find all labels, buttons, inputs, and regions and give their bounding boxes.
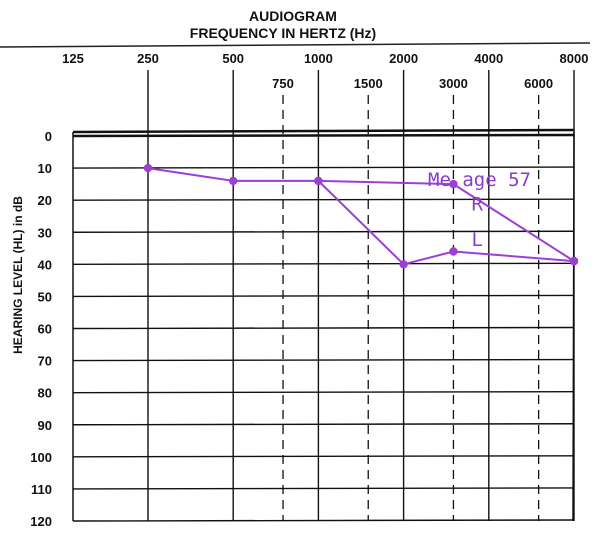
grid-line-60db	[72, 326, 575, 330]
data-point-L-8000	[569, 256, 579, 266]
grid-line-100db	[72, 455, 575, 458]
grid-line-0db	[72, 133, 575, 138]
grid-line-50db	[72, 294, 575, 298]
grid-line-120db	[72, 519, 575, 522]
y-axis-label: HEARING LEVEL (HL) in dB	[11, 196, 25, 354]
y-tick-label-50: 50	[38, 289, 52, 304]
y-tick-label-10: 10	[38, 161, 52, 176]
series-label-L: L	[471, 229, 482, 251]
chart-subtitle: FREQUENCY IN HERTZ (Hz)	[190, 25, 376, 41]
x-tick-label-250: 250	[137, 51, 159, 66]
x-tick-label-4000: 4000	[474, 51, 503, 66]
grid-line-20db	[72, 198, 575, 201]
series-line-L	[317, 180, 575, 266]
x-tick-label-125: 125	[62, 51, 84, 66]
grid-line-80db	[72, 390, 575, 394]
grid-line-40db	[72, 262, 575, 266]
y-tick-label-120: 120	[30, 514, 52, 529]
data-point-L-1000	[314, 176, 323, 186]
data-point-R-3000	[449, 179, 458, 189]
x-tick-label-2000: 2000	[389, 51, 418, 66]
grid-line-10db	[72, 166, 575, 169]
data-point-R-250	[143, 163, 153, 173]
x-tick-labels: 125 250 500 1000 2000 4000 8000 750 1500 3000 6000	[62, 51, 588, 91]
grid-line-70db	[72, 358, 575, 362]
y-tick-label-40: 40	[38, 257, 52, 272]
chart-title: AUDIOGRAM	[249, 8, 337, 24]
grid-line-110db	[72, 487, 575, 490]
x-tick-label-500: 500	[222, 51, 244, 66]
x-tick-label-3000: 3000	[439, 76, 468, 91]
data-point-R-500	[229, 176, 238, 186]
data-point-L-2000	[399, 260, 408, 269]
series-lines: RL	[143, 163, 579, 269]
x-tick-label-1000: 1000	[304, 51, 333, 66]
y-tick-label-20: 20	[38, 193, 52, 208]
grid	[0, 42, 591, 522]
y-tick-label-80: 80	[38, 386, 52, 401]
x-tick-label-750: 750	[272, 76, 294, 91]
y-tick-label-90: 90	[38, 418, 52, 433]
y-tick-label-110: 110	[31, 482, 52, 497]
y-tick-label-60: 60	[38, 322, 52, 337]
annotation-me-age: Me age 57	[428, 169, 531, 191]
x-tick-label-1500: 1500	[354, 76, 383, 91]
data-point-L-3000	[449, 247, 458, 256]
y-tick-labels: 0 10 20 30 40 50 60 70 80 90 100 110 120	[30, 129, 52, 529]
grid-line-90db	[72, 423, 575, 426]
grid-line-30db	[72, 230, 575, 233]
grid-top-line	[72, 128, 575, 134]
x-tick-label-6000: 6000	[524, 76, 553, 91]
frame-top-line	[0, 42, 591, 48]
y-tick-label-30: 30	[38, 225, 52, 240]
series-label-R: R	[471, 194, 483, 216]
y-tick-label-0: 0	[45, 129, 52, 144]
y-tick-label-70: 70	[38, 354, 52, 369]
x-tick-label-8000: 8000	[560, 51, 589, 66]
y-tick-label-100: 100	[30, 450, 52, 465]
